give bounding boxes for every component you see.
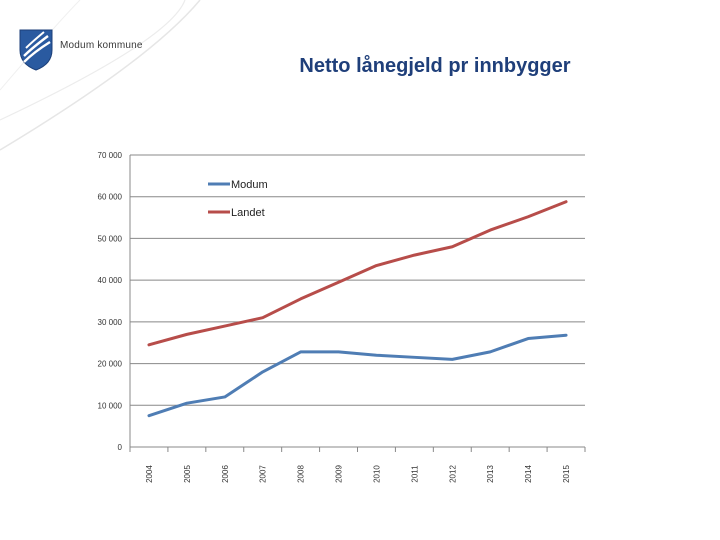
x-tick-label: 2014 — [524, 465, 533, 483]
x-tick-label: 2012 — [448, 465, 457, 483]
y-tick-label: 40 000 — [98, 276, 123, 285]
x-tick-label: 2011 — [410, 465, 419, 483]
y-tick-label: 70 000 — [98, 151, 123, 160]
chart-title: Netto lånegjeld pr innbygger — [299, 55, 571, 77]
x-tick-label: 2006 — [221, 465, 230, 483]
x-tick-label: 2005 — [183, 465, 192, 483]
legend-label-modum: Modum — [231, 179, 268, 191]
y-tick-label: 0 — [118, 443, 123, 452]
y-tick-label: 20 000 — [98, 360, 123, 369]
x-tick-label: 2015 — [562, 465, 571, 483]
logo — [18, 28, 168, 76]
x-tick-label: 2004 — [145, 465, 154, 483]
x-tick-label: 2010 — [372, 465, 381, 483]
legend-label-landet: Landet — [231, 207, 265, 219]
y-tick-label: 50 000 — [98, 234, 123, 243]
x-tick-label: 2013 — [486, 465, 495, 483]
series-line-landet — [147, 200, 568, 347]
y-tick-label: 30 000 — [98, 318, 123, 327]
x-tick-label: 2007 — [259, 465, 268, 483]
x-tick-label: 2008 — [297, 465, 306, 483]
coat-of-arms-icon — [19, 29, 53, 71]
series-line-modum — [147, 333, 568, 418]
x-tick-label: 2009 — [335, 465, 344, 483]
logo-text: Modum kommune — [60, 40, 143, 51]
y-tick-label: 60 000 — [98, 193, 123, 202]
y-tick-label: 10 000 — [98, 401, 123, 410]
